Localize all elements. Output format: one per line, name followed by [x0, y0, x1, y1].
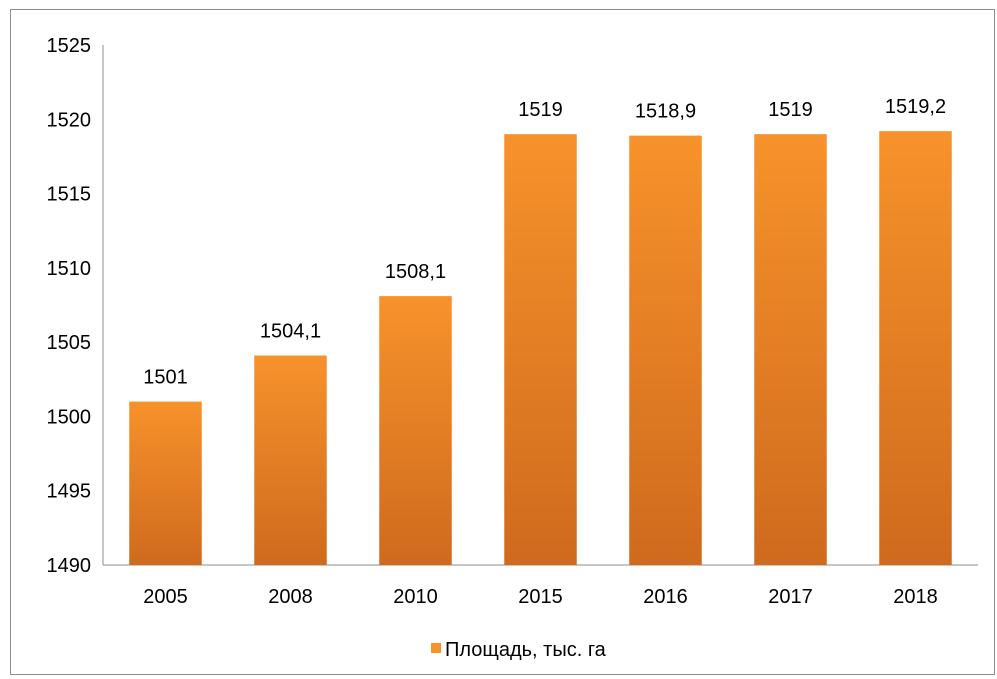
- y-axis-ticks: 1490 1495 1500 1505 1510 1515 1520 1525: [47, 35, 92, 577]
- y-tick-label: 1490: [47, 555, 92, 577]
- x-axis-ticks: 2005 2008 2010 2015 2016 2017 2018: [143, 586, 938, 608]
- y-tick-label: 1515: [47, 184, 92, 206]
- y-tick-label: 1510: [47, 258, 92, 280]
- data-label-2005: 1501: [143, 367, 188, 389]
- data-label-2008: 1504,1: [260, 321, 321, 343]
- bars-group: [129, 131, 952, 565]
- x-tick-label-2017: 2017: [768, 586, 813, 608]
- data-labels-group: 1501 1504,1 1508,1 1519 1518,9 1519 1519,2: [143, 96, 946, 388]
- bar-2005: [129, 401, 202, 565]
- bar-2008: [254, 355, 327, 565]
- data-label-2010: 1508,1: [385, 261, 446, 283]
- legend-label: Площадь, тыс. га: [445, 639, 607, 661]
- x-tick-label-2015: 2015: [518, 586, 563, 608]
- data-label-2017: 1519: [768, 99, 813, 121]
- x-tick-label-2005: 2005: [143, 586, 188, 608]
- y-tick-label: 1525: [47, 35, 92, 57]
- bar-2010: [379, 296, 452, 565]
- bar-2018: [879, 131, 952, 565]
- y-tick-label: 1495: [47, 481, 92, 503]
- x-tick-label-2018: 2018: [893, 586, 938, 608]
- bar-2015: [504, 134, 577, 565]
- y-tick-label: 1500: [47, 406, 92, 428]
- x-tick-label-2016: 2016: [643, 586, 688, 608]
- bar-2017: [754, 134, 827, 565]
- y-tick-label: 1520: [47, 109, 92, 131]
- y-tick-label: 1505: [47, 332, 92, 354]
- data-label-2018: 1519,2: [885, 96, 946, 118]
- bar-2016: [629, 135, 702, 565]
- x-tick-label-2010: 2010: [393, 586, 438, 608]
- legend: Площадь, тыс. га: [431, 639, 607, 661]
- data-label-2016: 1518,9: [635, 101, 696, 123]
- data-label-2015: 1519: [518, 99, 563, 121]
- x-tick-label-2008: 2008: [268, 586, 313, 608]
- legend-swatch: [431, 643, 441, 653]
- chart-frame: 1490 1495 1500 1505 1510 1515 1520 1525 1501 150…: [10, 9, 995, 675]
